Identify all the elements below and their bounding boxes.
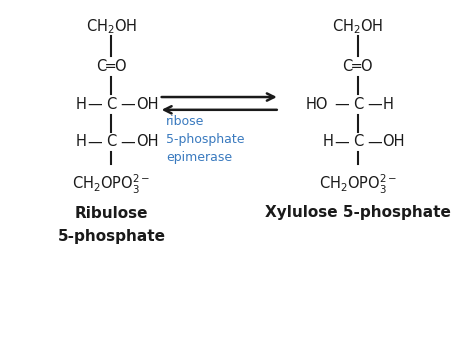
Text: CH$_2$OPO$_3^{2-}$: CH$_2$OPO$_3^{2-}$ <box>72 173 151 196</box>
Text: H: H <box>76 135 87 149</box>
Text: ribose: ribose <box>166 115 204 127</box>
Text: Ribulose: Ribulose <box>74 206 148 220</box>
Text: H: H <box>76 97 87 111</box>
Text: H: H <box>322 135 333 149</box>
Text: CH$_2$OH: CH$_2$OH <box>86 17 137 36</box>
Text: H: H <box>383 97 393 111</box>
Text: —: — <box>87 97 102 111</box>
Text: HO: HO <box>306 97 328 111</box>
Text: epimerase: epimerase <box>166 151 232 164</box>
Text: —: — <box>120 135 136 149</box>
Text: OH: OH <box>383 135 405 149</box>
Text: —: — <box>367 135 382 149</box>
Text: 5-phosphate: 5-phosphate <box>57 229 165 244</box>
Text: Xylulose 5-phosphate: Xylulose 5-phosphate <box>265 206 451 220</box>
Text: —: — <box>87 135 102 149</box>
Text: C: C <box>353 135 363 149</box>
Text: OH: OH <box>136 135 158 149</box>
Text: C: C <box>353 97 363 111</box>
Text: C═O: C═O <box>343 59 373 74</box>
Text: CH$_2$OH: CH$_2$OH <box>332 17 383 36</box>
Text: C: C <box>106 135 117 149</box>
Text: —: — <box>334 135 349 149</box>
Text: C═O: C═O <box>96 59 127 74</box>
Text: —: — <box>334 97 349 111</box>
Text: CH$_2$OPO$_3^{2-}$: CH$_2$OPO$_3^{2-}$ <box>319 173 397 196</box>
Text: —: — <box>120 97 136 111</box>
Text: —: — <box>367 97 382 111</box>
Text: OH: OH <box>136 97 158 111</box>
Text: C: C <box>106 97 117 111</box>
Text: 5-phosphate: 5-phosphate <box>166 132 245 146</box>
